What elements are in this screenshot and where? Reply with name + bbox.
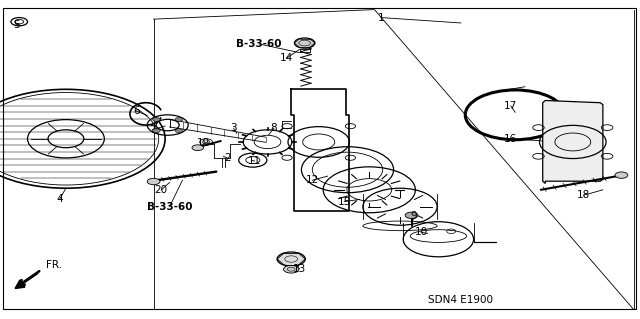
Text: 16: 16 bbox=[504, 134, 517, 144]
Circle shape bbox=[294, 38, 315, 48]
Circle shape bbox=[147, 178, 160, 185]
Polygon shape bbox=[543, 100, 603, 183]
Text: 9: 9 bbox=[411, 211, 417, 221]
Text: 15: 15 bbox=[338, 197, 351, 207]
Text: 14: 14 bbox=[280, 53, 293, 63]
Circle shape bbox=[175, 129, 183, 133]
Text: 6: 6 bbox=[133, 106, 140, 116]
Text: 13: 13 bbox=[293, 263, 306, 274]
Text: 2: 2 bbox=[224, 153, 230, 163]
Text: 18: 18 bbox=[577, 190, 590, 200]
Circle shape bbox=[405, 212, 418, 219]
Circle shape bbox=[284, 265, 299, 273]
Text: 12: 12 bbox=[306, 175, 319, 185]
Text: 8: 8 bbox=[271, 123, 277, 133]
Text: 11: 11 bbox=[248, 156, 261, 166]
Text: B-33-60: B-33-60 bbox=[147, 202, 193, 212]
Text: 1: 1 bbox=[378, 12, 384, 23]
Text: 5: 5 bbox=[13, 20, 19, 30]
Circle shape bbox=[615, 172, 628, 178]
Circle shape bbox=[277, 252, 305, 266]
Text: B-33-60: B-33-60 bbox=[236, 39, 282, 49]
Text: SDN4 E1900: SDN4 E1900 bbox=[428, 295, 493, 305]
Circle shape bbox=[175, 117, 183, 121]
Text: 3: 3 bbox=[230, 123, 237, 133]
Circle shape bbox=[192, 145, 204, 151]
Text: 7: 7 bbox=[149, 125, 156, 135]
Circle shape bbox=[152, 129, 160, 133]
Text: 19: 19 bbox=[197, 138, 210, 148]
Text: FR.: FR. bbox=[47, 260, 63, 271]
Text: 17: 17 bbox=[504, 101, 517, 111]
Text: 20: 20 bbox=[155, 185, 168, 195]
Text: 4: 4 bbox=[56, 194, 63, 204]
Circle shape bbox=[152, 117, 160, 121]
Text: 10: 10 bbox=[415, 227, 428, 237]
